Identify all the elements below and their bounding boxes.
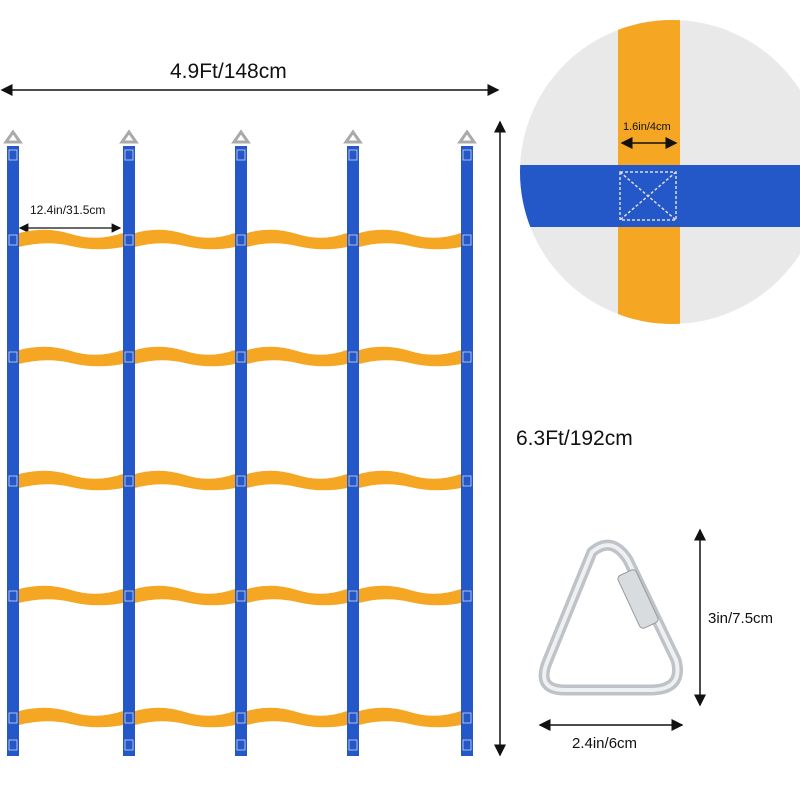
stitch-box bbox=[8, 739, 18, 751]
stitch-box bbox=[124, 475, 134, 487]
stitch-box bbox=[124, 234, 134, 246]
strap-width-label: 1.6in/4cm bbox=[623, 121, 671, 133]
detail-blue-strap bbox=[520, 165, 800, 227]
stitch-box bbox=[124, 149, 134, 161]
stitch-box bbox=[8, 149, 18, 161]
stitch-box bbox=[462, 712, 472, 724]
stitch-box bbox=[462, 475, 472, 487]
stitch-box bbox=[462, 590, 472, 602]
horizontal-rung bbox=[135, 346, 235, 367]
stitch-box bbox=[8, 234, 18, 246]
stitch-box bbox=[8, 475, 18, 487]
stitch-box bbox=[348, 712, 358, 724]
stitch-box bbox=[8, 351, 18, 363]
stitch-box bbox=[124, 590, 134, 602]
stitch-box bbox=[236, 712, 246, 724]
top-ring bbox=[3, 129, 23, 144]
carabiner bbox=[538, 539, 683, 696]
stitch-box bbox=[236, 475, 246, 487]
top-ring bbox=[343, 129, 363, 144]
stitch-box bbox=[124, 739, 134, 751]
horizontal-rung bbox=[19, 707, 123, 728]
stitch-box bbox=[462, 234, 472, 246]
stitch-box bbox=[8, 590, 18, 602]
stitch-box bbox=[462, 149, 472, 161]
stitch-box bbox=[236, 351, 246, 363]
carabiner-lock-sleeve bbox=[617, 569, 659, 629]
horizontal-rung bbox=[359, 707, 461, 728]
stitch-box bbox=[124, 351, 134, 363]
horizontal-rung bbox=[359, 346, 461, 367]
horizontal-rung bbox=[135, 585, 235, 606]
horizontal-rung bbox=[19, 346, 123, 367]
stitch-box bbox=[236, 234, 246, 246]
carabiner-height-label: 3in/7.5cm bbox=[708, 610, 774, 627]
stitch-box bbox=[348, 590, 358, 602]
horizontal-rung bbox=[135, 707, 235, 728]
top-ring bbox=[119, 129, 139, 144]
horizontal-rung bbox=[247, 229, 347, 250]
stitch-box bbox=[124, 712, 134, 724]
horizontal-rung bbox=[247, 707, 347, 728]
vertical-strap bbox=[7, 146, 19, 756]
stitch-box bbox=[8, 712, 18, 724]
stitch-box bbox=[462, 351, 472, 363]
horizontal-rung bbox=[19, 585, 123, 606]
stitch-box bbox=[348, 234, 358, 246]
horizontal-rung bbox=[135, 470, 235, 491]
horizontal-rung bbox=[359, 229, 461, 250]
stitch-box bbox=[348, 351, 358, 363]
stitch-box bbox=[236, 149, 246, 161]
net-width-label: 4.9Ft/148cm bbox=[170, 60, 287, 83]
stitch-box bbox=[236, 590, 246, 602]
strap-detail-inset bbox=[520, 20, 800, 324]
carabiner-width-label: 2.4in/6cm bbox=[572, 735, 638, 752]
horizontal-rung bbox=[135, 229, 235, 250]
horizontal-rung bbox=[247, 346, 347, 367]
cargo-net bbox=[3, 129, 477, 756]
horizontal-rung bbox=[247, 470, 347, 491]
stitch-box bbox=[348, 149, 358, 161]
rung-spacing-label: 12.4in/31.5cm bbox=[30, 203, 106, 217]
horizontal-rung bbox=[19, 229, 123, 250]
horizontal-rung bbox=[359, 585, 461, 606]
top-ring bbox=[457, 129, 477, 144]
horizontal-rung bbox=[359, 470, 461, 491]
stitch-box bbox=[462, 739, 472, 751]
net-height-label: 6.3Ft/192cm bbox=[516, 427, 633, 450]
vertical-strap bbox=[123, 146, 135, 756]
horizontal-rung bbox=[247, 585, 347, 606]
stitch-box bbox=[348, 475, 358, 487]
top-ring bbox=[231, 129, 251, 144]
stitch-box bbox=[236, 739, 246, 751]
vertical-strap bbox=[347, 146, 359, 756]
horizontal-rung bbox=[19, 470, 123, 491]
stitch-box bbox=[348, 739, 358, 751]
vertical-strap bbox=[235, 146, 247, 756]
vertical-strap bbox=[461, 146, 473, 756]
